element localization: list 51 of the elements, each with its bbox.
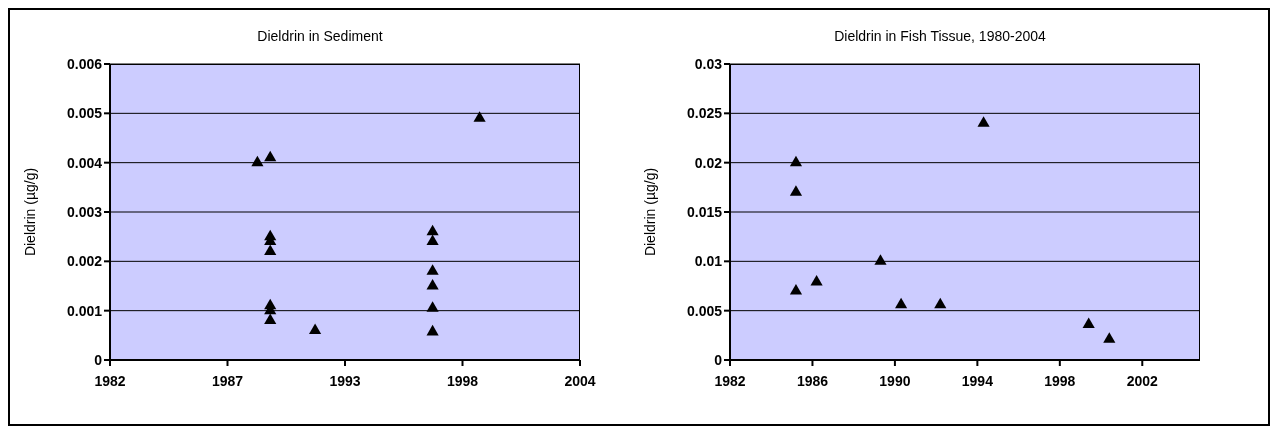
point — [251, 155, 264, 167]
x-tick-label: 2002 — [1126, 372, 1159, 389]
point — [895, 297, 908, 309]
y-tick-label: 0.015 — [686, 203, 723, 220]
point — [810, 275, 823, 286]
y-tick-label: 0.004 — [66, 154, 103, 171]
point — [309, 323, 322, 334]
y-tick-label: 0.005 — [686, 302, 723, 319]
y-tick-label: 0.005 — [66, 105, 103, 122]
y-tick-label: 0.001 — [66, 302, 103, 319]
y-tick-label: 0.025 — [686, 105, 723, 122]
point — [426, 278, 439, 290]
point — [1103, 332, 1116, 343]
y-axis-title: Dieldrin (µg/g) — [21, 167, 38, 257]
x-tick-label: 1982 — [94, 372, 126, 389]
point — [934, 297, 947, 309]
point — [874, 254, 887, 265]
point — [789, 283, 803, 295]
point — [426, 324, 439, 336]
x-tick-label: 1998 — [446, 372, 479, 389]
point — [426, 301, 439, 312]
y-tick-label: 0.006 — [66, 55, 103, 72]
point — [426, 234, 439, 246]
x-tick-label: 1990 — [879, 372, 911, 389]
y-tick-label: 0.03 — [694, 55, 723, 72]
y-tick-label: 0 — [714, 351, 723, 368]
x-tick-label: 2004 — [564, 372, 596, 389]
y-tick-label: 0.003 — [66, 203, 103, 220]
y-axis-title: Dieldrin (µg/g) — [641, 167, 658, 257]
x-tick-label: 1986 — [796, 372, 829, 389]
point — [789, 185, 803, 196]
chart-title: Dieldrin in Fish Tissue, 1980-2004 — [833, 28, 1047, 46]
point — [426, 264, 439, 275]
point — [789, 155, 803, 167]
y-tick-label: 0 — [94, 351, 103, 368]
point — [1082, 317, 1095, 328]
x-tick-label: 1998 — [1044, 372, 1076, 389]
point — [473, 111, 486, 122]
x-tick-label: 1994 — [961, 372, 994, 389]
chart-title: Dieldrin in Sediment — [256, 28, 384, 46]
x-tick-label: 1987 — [211, 372, 244, 389]
point — [264, 244, 277, 255]
y-tick-label: 0.01 — [694, 253, 723, 270]
x-tick-label: 1993 — [329, 372, 361, 389]
point — [264, 313, 277, 325]
x-tick-label: 1982 — [714, 372, 746, 389]
point — [426, 224, 439, 236]
y-tick-label: 0.002 — [66, 253, 103, 270]
point — [977, 116, 990, 127]
y-tick-label: 0.02 — [694, 154, 723, 171]
point — [264, 150, 277, 162]
